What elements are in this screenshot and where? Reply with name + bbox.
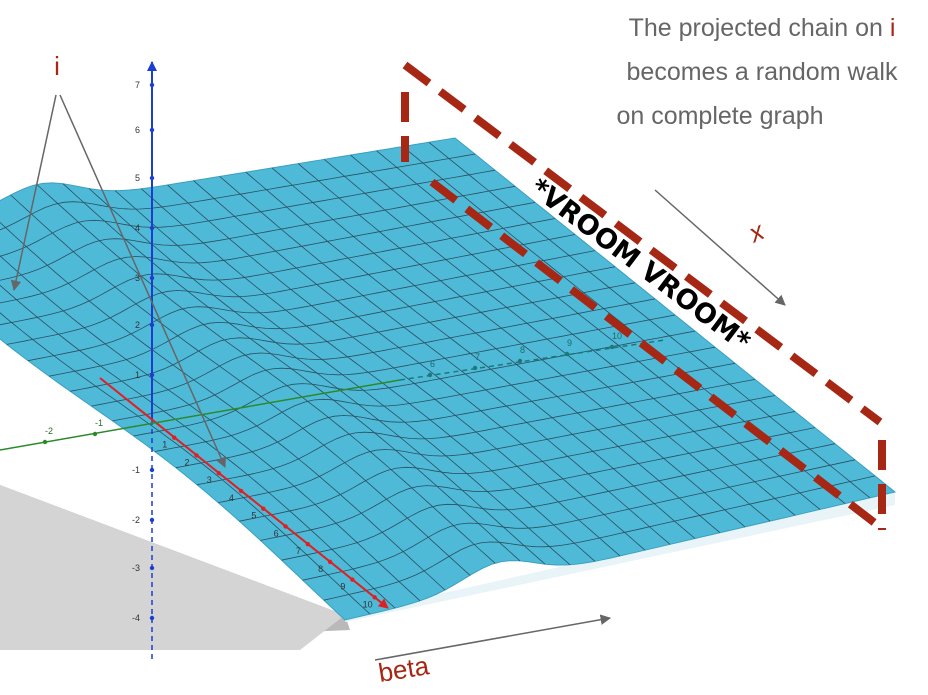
tick-dot	[194, 453, 198, 457]
red-tick-label: 1	[162, 440, 167, 450]
tick-dot	[261, 506, 265, 510]
tick-dot	[150, 176, 154, 180]
tick-dot	[150, 226, 154, 230]
vertical-tick-label: 1	[135, 370, 140, 380]
red-tick-label: 10	[363, 599, 373, 609]
caption-line1: The projected chain on i	[629, 14, 896, 42]
tick-dot	[150, 616, 154, 620]
beta-label: beta	[376, 650, 431, 688]
scene: 7654321-1-2-3-412345678910-2-1678910 *VR…	[0, 0, 928, 695]
caption-line3: on complete graph	[616, 102, 823, 130]
red-tick-label: 9	[340, 582, 345, 592]
vertical-tick-label: 2	[135, 320, 140, 330]
tick-dot	[150, 373, 154, 377]
tick-dot	[93, 432, 97, 436]
red-tick-label: 5	[251, 511, 256, 521]
tick-dot	[565, 352, 569, 356]
tick-dot	[150, 276, 154, 280]
tick-dot	[283, 524, 287, 528]
vertical-tick-label: 7	[135, 80, 140, 90]
tick-dot	[150, 468, 154, 472]
tick-dot	[350, 577, 354, 581]
vertical-tick-label: -4	[132, 613, 140, 623]
tick-dot	[428, 373, 432, 377]
vertical-tick-label: 6	[135, 125, 140, 135]
green-tick-label: -2	[45, 426, 53, 436]
green-tick-label: -1	[95, 418, 103, 428]
tick-dot	[518, 359, 522, 363]
tick-dot	[328, 560, 332, 564]
tick-dot	[150, 566, 154, 570]
vertical-tick-label: 5	[135, 173, 140, 183]
i-marker: i	[54, 51, 60, 81]
tick-dot	[372, 595, 376, 599]
red-tick-label: 2	[185, 457, 190, 467]
tick-dot	[473, 366, 477, 370]
tick-dot	[217, 471, 221, 475]
tick-dot	[150, 323, 154, 327]
far-tick-label: 10	[612, 331, 622, 341]
caption-line2: becomes a random walk	[627, 58, 898, 86]
red-tick-label: 4	[229, 493, 234, 503]
x-label: x	[742, 215, 769, 249]
tick-dot	[306, 542, 310, 546]
far-tick-label: 8	[520, 345, 525, 355]
caption-text: The projected chain on	[629, 14, 890, 42]
red-tick-label: 7	[296, 546, 301, 556]
far-tick-label: 9	[567, 338, 572, 348]
tick-dot	[150, 128, 154, 132]
vertical-tick-label: 4	[135, 223, 140, 233]
far-tick-label: 6	[430, 359, 435, 369]
vertical-tick-label: -3	[132, 563, 140, 573]
tick-dot	[150, 518, 154, 522]
tick-dot	[150, 83, 154, 87]
red-tick-label: 8	[318, 564, 323, 574]
red-tick-label: 3	[207, 475, 212, 485]
tick-dot	[172, 436, 176, 440]
far-tick-label: 7	[475, 352, 480, 362]
tick-dot	[43, 440, 47, 444]
vertical-tick-label: -1	[132, 465, 140, 475]
caption-highlight: i	[890, 14, 896, 42]
tick-dot	[610, 345, 614, 349]
vertical-tick-label: -2	[132, 515, 140, 525]
tick-dot	[239, 489, 243, 493]
page: {"caption": {"line1": "The projected cha…	[0, 0, 928, 695]
red-tick-label: 6	[274, 528, 279, 538]
